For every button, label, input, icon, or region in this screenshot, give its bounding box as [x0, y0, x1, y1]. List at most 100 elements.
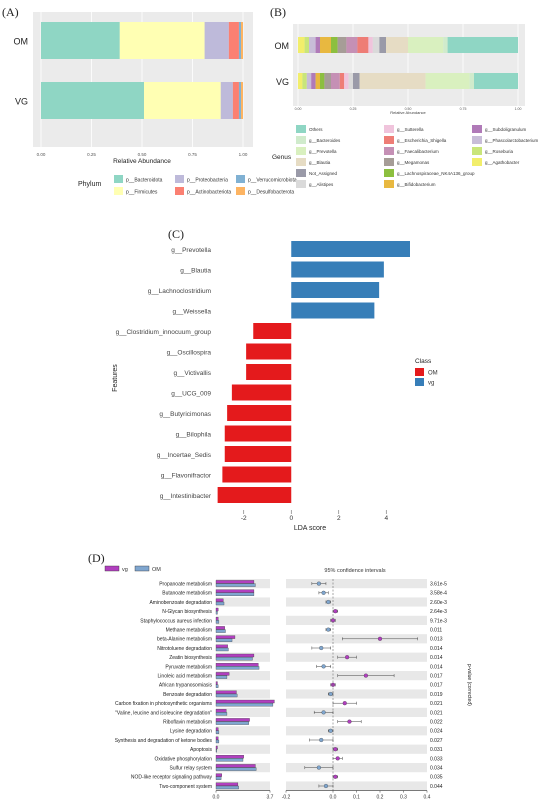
stack-segment-b [337, 37, 347, 53]
om-bar [215, 629, 226, 633]
legend-label-d: vg [122, 567, 128, 573]
stack-segment-b [304, 37, 309, 53]
stack-segment-a [119, 22, 205, 59]
legend-title-c: Class [415, 358, 432, 365]
tick-label-b: 1.00 [515, 107, 522, 111]
vg-bar [215, 718, 250, 722]
legend-swatch-d [104, 565, 120, 572]
pathway-label-d: NOD-like receptor signaling pathway [131, 775, 213, 781]
om-bar [215, 730, 220, 734]
om-bar [215, 776, 222, 780]
legend-swatch-b [384, 147, 394, 155]
diff-point [342, 701, 347, 706]
legend-label-b: g__Faecalibacterium [397, 149, 439, 154]
row-band-d [216, 726, 270, 736]
vg-bar [215, 764, 256, 768]
row-band-d [216, 634, 270, 644]
panel-label-b: (B) [270, 5, 286, 19]
vg-bar [215, 690, 237, 694]
pvalue-label-d: 0.022 [430, 720, 443, 726]
row-band-d [286, 763, 427, 773]
legend-swatch-b [472, 125, 482, 133]
legend-label-b: g__Escherichia_Shigella [397, 138, 447, 143]
stack-segment-b [474, 73, 518, 89]
stack-segment-a [238, 82, 241, 119]
legend-swatch-b [296, 136, 306, 144]
lda-bar [224, 446, 292, 462]
legend-swatch-b [472, 136, 482, 144]
tick-label-c: 0 [289, 515, 293, 522]
om-bar [215, 749, 217, 753]
vg-bar [215, 782, 239, 786]
feature-label-c: g__Oscillospira [167, 350, 212, 357]
stack-segment-b [357, 37, 369, 53]
stack-segment-b [443, 37, 448, 53]
om-bar [215, 592, 255, 596]
vg-bar [215, 755, 244, 759]
axis-title-c-y: Features [112, 364, 119, 392]
pvalue-label-d: 0.014 [430, 655, 443, 661]
row-band-d [286, 726, 427, 736]
om-bar [215, 758, 244, 762]
om-bar [215, 675, 228, 679]
pvalue-label-d: 0.035 [430, 775, 443, 781]
vg-bar [215, 598, 224, 602]
tick-label-b: 0.25 [350, 107, 357, 111]
tick-label-c: 2 [337, 515, 341, 522]
legend-label-a: p__Verrucomicrobiota [248, 178, 297, 184]
diff-point [377, 636, 383, 641]
om-bar [215, 657, 253, 661]
pvalue-label-d: 0.021 [430, 710, 443, 716]
panel-label-d: (D) [88, 551, 105, 565]
feature-label-c: g__Clostridium_innocuum_group [116, 329, 212, 336]
pathway-label-d: Staphylococcus aureus infection [140, 618, 212, 624]
diff-point [319, 737, 324, 743]
feature-label-c: g__Weissella [172, 309, 211, 316]
vg-bar [215, 745, 218, 750]
stack-segment-b [339, 73, 345, 89]
legend-label-a: p__Proteobacteria [187, 178, 228, 184]
row-band-d [216, 671, 270, 681]
pvalue-label-d: 2.64e-3 [430, 609, 447, 615]
stack-segment-b [298, 37, 305, 53]
stack-segment-a [204, 22, 229, 59]
stack-segment-b [348, 73, 353, 89]
legend-label-a: p__Bacteroidota [126, 178, 163, 184]
legend-label-b: g__Phascolarctobacterium [485, 138, 539, 143]
stack-segment-b [320, 73, 325, 89]
tick-label-d-right: 0.2 [377, 795, 384, 801]
legend-label-b: g__Megamonas [397, 160, 430, 165]
tick-label-a: 0.25 [87, 152, 96, 157]
tick-label-d-left: 0.0 [213, 795, 220, 801]
feature-label-c: g__Victivallis [174, 370, 212, 377]
legend-swatch-a [236, 175, 245, 183]
tick-label-b: 0.75 [460, 107, 467, 111]
stack-segment-b [315, 73, 320, 89]
pvalue-label-d: 0.034 [430, 766, 443, 772]
pvalue-label-d: 0.031 [430, 747, 443, 753]
pathway-label-d: Riboflavin metabolism [163, 720, 212, 726]
legend-swatch-a [175, 175, 184, 183]
lda-bar [291, 241, 410, 257]
om-bar [215, 647, 229, 652]
legend-swatch-b [296, 180, 306, 188]
vg-bar [215, 626, 225, 630]
feature-label-c: g__Blautia [180, 268, 211, 275]
tick-label-c: -2 [241, 515, 247, 522]
tick-label-a: 0.00 [37, 152, 46, 157]
legend-label-a: p__Firmicutes [126, 190, 158, 196]
pvalue-label-d: 0.013 [430, 637, 443, 643]
row-band-d [216, 597, 270, 607]
stack-segment-b [331, 37, 338, 53]
diff-point [333, 774, 338, 779]
vg-bar [215, 589, 255, 593]
legend-title-b: Genus [272, 154, 292, 161]
lda-bar [217, 487, 292, 503]
panel-label-a: (A) [2, 5, 19, 19]
legend-swatch-b [296, 169, 306, 177]
stack-segment-a [144, 82, 221, 119]
legend-label-b: g__Agathobacter [485, 160, 520, 165]
legend-label-b: g__Bacteroides [309, 138, 341, 143]
om-bar [215, 712, 228, 716]
